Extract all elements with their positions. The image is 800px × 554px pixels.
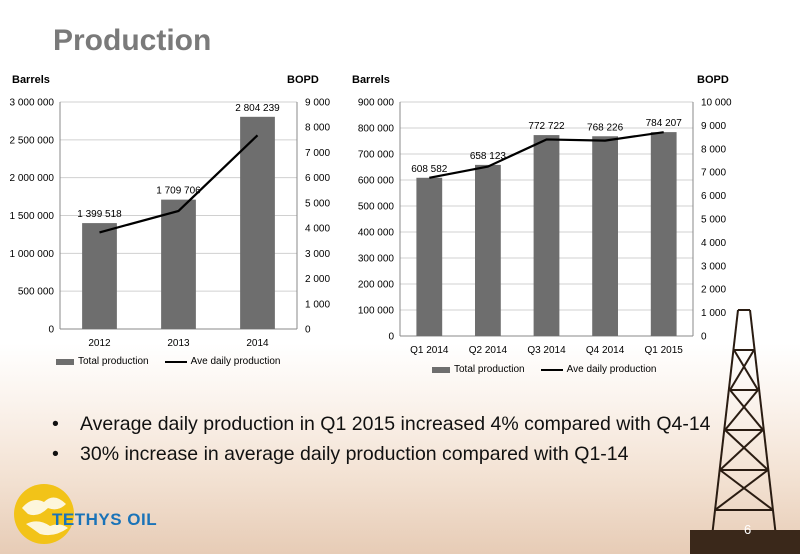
y-tick-right: 8 000	[701, 144, 726, 155]
x-tick-label: 2012	[88, 338, 111, 349]
data-label: 658 123	[470, 151, 507, 162]
bar	[82, 223, 117, 329]
y-tick-left: 500 000	[18, 287, 55, 298]
y-tick-left: 200 000	[358, 280, 395, 291]
y-tick-right: 9 000	[305, 98, 330, 109]
chart1-legend: Total production Ave daily production	[56, 356, 280, 367]
legend-line-swatch	[164, 360, 187, 363]
y-tick-left: 300 000	[358, 254, 395, 265]
y-tick-right: 3 000	[701, 261, 726, 272]
y-tick-left: 2 000 000	[10, 173, 55, 184]
y-tick-left: 800 000	[358, 124, 395, 135]
legend-line-swatch	[540, 368, 563, 371]
legend-bar-swatch	[56, 358, 74, 365]
y-tick-right: 4 000	[305, 224, 330, 235]
x-tick-label: Q4 2014	[586, 345, 625, 356]
data-label: 768 226	[587, 122, 624, 133]
data-label: 2 804 239	[235, 103, 280, 114]
y-tick-left: 600 000	[358, 176, 395, 187]
bar	[592, 136, 618, 336]
y-tick-right: 8 000	[305, 123, 330, 134]
bar	[416, 177, 443, 336]
y-tick-right: 0	[305, 325, 311, 336]
legend-total-production: Total production	[454, 364, 525, 375]
legend-bar-swatch	[432, 366, 450, 373]
x-tick-label: Q1 2015	[645, 345, 684, 356]
chart2-left-axis-label: Barrels	[352, 74, 390, 86]
y-tick-right: 6 000	[305, 173, 330, 184]
y-tick-right: 7 000	[701, 168, 726, 179]
bar	[533, 135, 560, 336]
data-label: 784 207	[646, 118, 683, 129]
bullet-text: 30% increase in average daily production…	[80, 443, 629, 465]
y-tick-right: 7 000	[305, 148, 330, 159]
bar	[240, 116, 275, 329]
chart2-right-axis-label: BOPD	[697, 74, 729, 86]
logo-text: TETHYS OIL	[52, 510, 158, 529]
y-tick-left: 0	[48, 325, 54, 336]
y-tick-right: 2 000	[701, 285, 726, 296]
legend-ave-daily-production: Ave daily production	[190, 356, 281, 367]
legend-ave-daily-production: Ave daily production	[566, 364, 657, 375]
y-tick-left: 500 000	[358, 202, 395, 213]
y-tick-left: 1 000 000	[10, 249, 55, 260]
bullet-dot: •	[52, 413, 59, 435]
page-number: 6	[744, 522, 752, 537]
y-tick-right: 5 000	[305, 198, 330, 209]
oil-rig-image	[690, 309, 800, 554]
data-label: 608 582	[411, 164, 448, 175]
y-tick-left: 1 500 000	[10, 211, 55, 222]
bullet-dot: •	[52, 443, 59, 465]
bullet-item: • 30% increase in average daily producti…	[52, 442, 712, 466]
bar	[650, 132, 677, 336]
y-tick-right: 4 000	[701, 238, 726, 249]
data-label: 1 709 706	[156, 186, 201, 197]
y-tick-left: 0	[388, 332, 394, 343]
y-tick-right: 2 000	[305, 274, 330, 285]
y-tick-left: 100 000	[358, 306, 395, 317]
bullet-text: Average daily production in Q1 2015 incr…	[80, 413, 711, 435]
y-tick-right: 5 000	[701, 215, 726, 226]
y-tick-right: 9 000	[701, 121, 726, 132]
y-tick-left: 900 000	[358, 98, 395, 109]
y-tick-right: 1 000	[305, 299, 330, 310]
bullet-item: • Average daily production in Q1 2015 in…	[52, 412, 712, 436]
bar	[161, 199, 196, 329]
y-tick-right: 1 000	[701, 308, 726, 319]
series-line-ave-daily-production	[99, 134, 259, 234]
page-title: Production	[53, 24, 212, 57]
x-tick-label: Q3 2014	[527, 345, 566, 356]
series-line-ave-daily-production	[429, 131, 664, 179]
data-label: 772 722	[528, 121, 565, 132]
y-tick-left: 700 000	[358, 150, 395, 161]
y-tick-right: 3 000	[305, 249, 330, 260]
x-tick-label: 2013	[167, 338, 190, 349]
y-tick-left: 3 000 000	[10, 98, 55, 109]
bullet-list: • Average daily production in Q1 2015 in…	[52, 412, 712, 472]
chart1-left-axis-label: Barrels	[12, 74, 50, 86]
bar	[475, 164, 501, 336]
x-tick-label: Q1 2014	[410, 345, 449, 356]
legend-total-production: Total production	[78, 356, 149, 367]
chart2-legend: Total production Ave daily production	[432, 364, 656, 375]
x-tick-label: 2014	[246, 338, 269, 349]
tethys-oil-logo	[14, 484, 74, 544]
y-tick-right: 0	[701, 332, 707, 343]
y-tick-left: 400 000	[358, 228, 395, 239]
y-tick-right: 10 000	[701, 98, 732, 109]
y-tick-right: 6 000	[701, 191, 726, 202]
data-label: 1 399 518	[77, 209, 122, 220]
y-tick-left: 2 500 000	[10, 135, 55, 146]
chart1-right-axis-label: BOPD	[287, 74, 319, 86]
x-tick-label: Q2 2014	[469, 345, 508, 356]
